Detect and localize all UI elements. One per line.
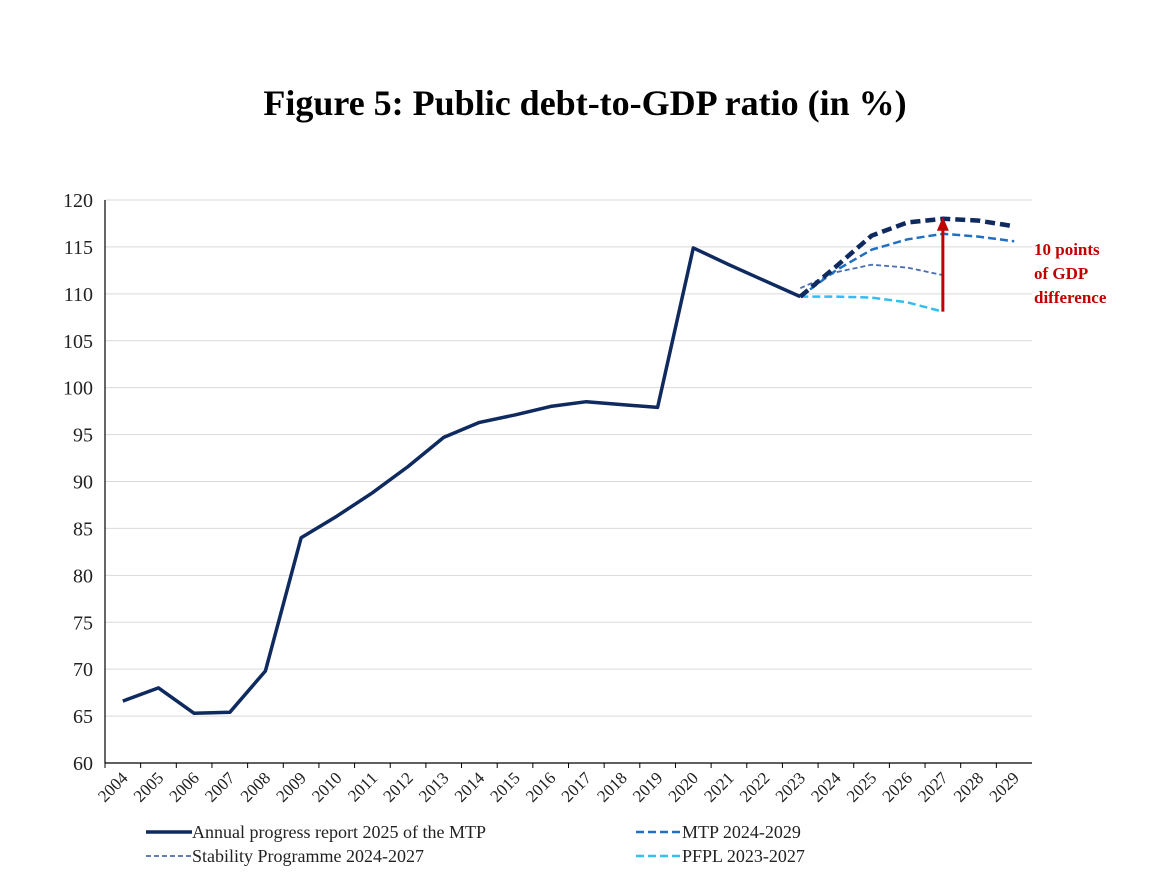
x-tick-label: 2023	[772, 768, 809, 805]
y-tick-label: 80	[73, 565, 93, 587]
x-tick-label: 2024	[807, 768, 845, 806]
annotation-label: of GDP	[1034, 264, 1088, 283]
y-tick-label: 75	[73, 612, 93, 634]
y-tick-label: 120	[63, 190, 93, 212]
x-tick-label: 2006	[165, 768, 202, 805]
legend-label: PFPL 2023-2027	[682, 846, 805, 866]
x-tick-label: 2016	[522, 768, 559, 805]
x-tick-label: 2017	[558, 768, 596, 806]
x-tick-label: 2026	[879, 768, 916, 805]
series-line	[122, 246, 802, 716]
series-line	[798, 216, 1015, 299]
y-tick-label: 65	[73, 706, 93, 728]
x-tick-label: 2029	[986, 768, 1023, 805]
y-tick-label: 70	[73, 659, 93, 681]
series-line	[799, 263, 944, 290]
x-tick-label: 2008	[237, 768, 274, 805]
x-tick-label: 2005	[130, 768, 167, 805]
y-tick-label: 110	[64, 284, 93, 306]
x-tick-label: 2012	[379, 768, 416, 805]
x-tick-label: 2027	[914, 768, 952, 806]
series-layer	[122, 216, 1015, 716]
x-tick-label: 2010	[308, 768, 345, 805]
y-tick-label: 60	[73, 753, 93, 775]
legend-label: MTP 2024-2029	[682, 822, 801, 842]
y-tick-label: 100	[63, 378, 93, 400]
x-tick-label: 2011	[344, 768, 381, 805]
annotation-arrowhead	[936, 216, 949, 231]
annotation-label: difference	[1034, 288, 1107, 307]
chart-title: Figure 5: Public debt-to-GDP ratio (in %…	[263, 83, 907, 123]
legend-label: Annual progress report 2025 of the MTP	[192, 822, 486, 842]
x-tick-label: 2025	[843, 768, 880, 805]
x-tick-label: 2020	[665, 768, 702, 805]
x-tick-label: 2028	[950, 768, 987, 805]
y-tick-label: 85	[73, 518, 93, 540]
y-tick-label: 105	[63, 331, 93, 353]
x-tick-label: 2022	[736, 768, 773, 805]
x-tick-label: 2014	[451, 768, 489, 806]
x-tick-label: 2007	[201, 768, 239, 806]
x-tick-label: 2004	[94, 768, 132, 806]
x-tick-label: 2019	[629, 768, 666, 805]
legend: Annual progress report 2025 of the MTP MT…	[146, 822, 805, 866]
x-tick-label: 2021	[700, 768, 737, 805]
annotation-layer: 10 points of GDP difference	[936, 216, 1107, 312]
series-line	[799, 232, 1015, 298]
legend-label: Stability Programme 2024-2027	[192, 846, 424, 866]
grid-layer	[105, 199, 1032, 717]
x-tick-label: 2015	[486, 768, 523, 805]
annotation-label: 10 points	[1034, 240, 1100, 259]
x-tick-label: 2018	[593, 768, 630, 805]
y-tick-label: 115	[64, 237, 93, 259]
series-line	[800, 295, 944, 313]
y-tick-label: 95	[73, 425, 93, 447]
x-tick-label: 2009	[272, 768, 309, 805]
x-tick-label: 2013	[415, 768, 452, 805]
y-tick-label: 90	[73, 472, 93, 494]
